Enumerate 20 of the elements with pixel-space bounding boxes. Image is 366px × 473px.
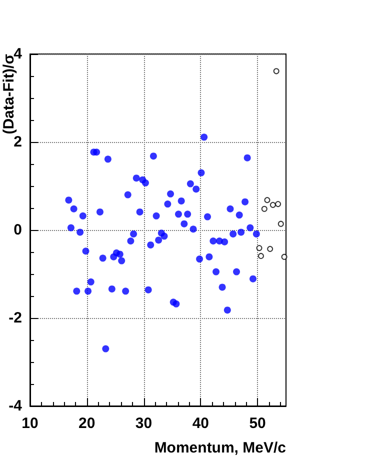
point <box>273 68 280 74</box>
x-tick-label: 40 <box>192 415 210 432</box>
x-axis-title: Momentum, MeV/c <box>154 440 286 456</box>
point <box>256 245 262 252</box>
x-tick-label: 50 <box>249 415 266 432</box>
point <box>281 254 288 260</box>
x-tick-label: 10 <box>22 415 38 432</box>
x-tick-label: 20 <box>78 415 96 432</box>
y-tick-label: 2 <box>14 134 22 150</box>
point <box>275 201 282 208</box>
y-tick-label: -4 <box>8 398 23 414</box>
point <box>264 197 270 204</box>
point <box>270 202 276 208</box>
x-tick-label: 30 <box>135 415 152 432</box>
point <box>267 246 274 252</box>
point <box>258 252 264 259</box>
point <box>261 206 268 212</box>
y-tick-label: 0 <box>14 222 22 238</box>
y-tick-label: -2 <box>8 310 22 326</box>
point <box>278 220 284 227</box>
